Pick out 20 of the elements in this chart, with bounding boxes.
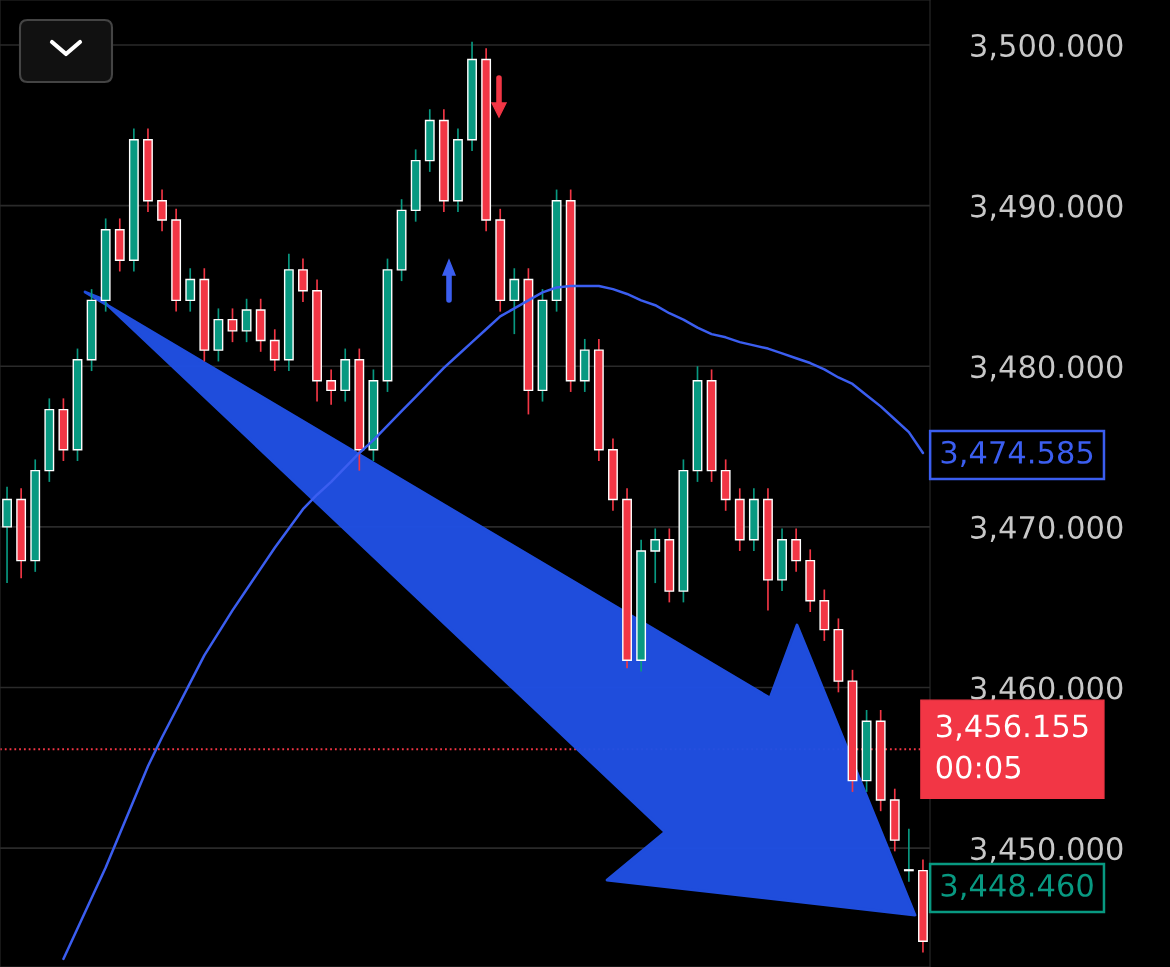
- y-tick-label: 3,490.000: [971, 194, 1123, 221]
- candlestick: [903, 828, 914, 883]
- candlestick: [185, 267, 196, 313]
- candlestick: [326, 368, 337, 406]
- y-tick-label: 3,480.000: [971, 355, 1123, 382]
- candlestick: [650, 527, 661, 584]
- ref-line-label: 3,456.155 00:05: [936, 714, 1088, 779]
- y-tick-label: 3,450.000: [971, 837, 1123, 864]
- candlestick: [791, 527, 802, 573]
- y-tick-label: 3,500.000: [971, 33, 1123, 61]
- candlestick: [241, 297, 252, 343]
- candlestick: [298, 257, 308, 303]
- y-tick-label: 3,470.000: [971, 515, 1123, 543]
- candlestick: [157, 188, 167, 233]
- candlestick: [227, 307, 238, 343]
- candlestick: [269, 328, 280, 372]
- y-tick-label: 3,460.000: [971, 676, 1123, 703]
- candlestick: [509, 267, 520, 335]
- text: 3,474.585: [941, 440, 1093, 467]
- text: 3,448.460: [941, 873, 1093, 900]
